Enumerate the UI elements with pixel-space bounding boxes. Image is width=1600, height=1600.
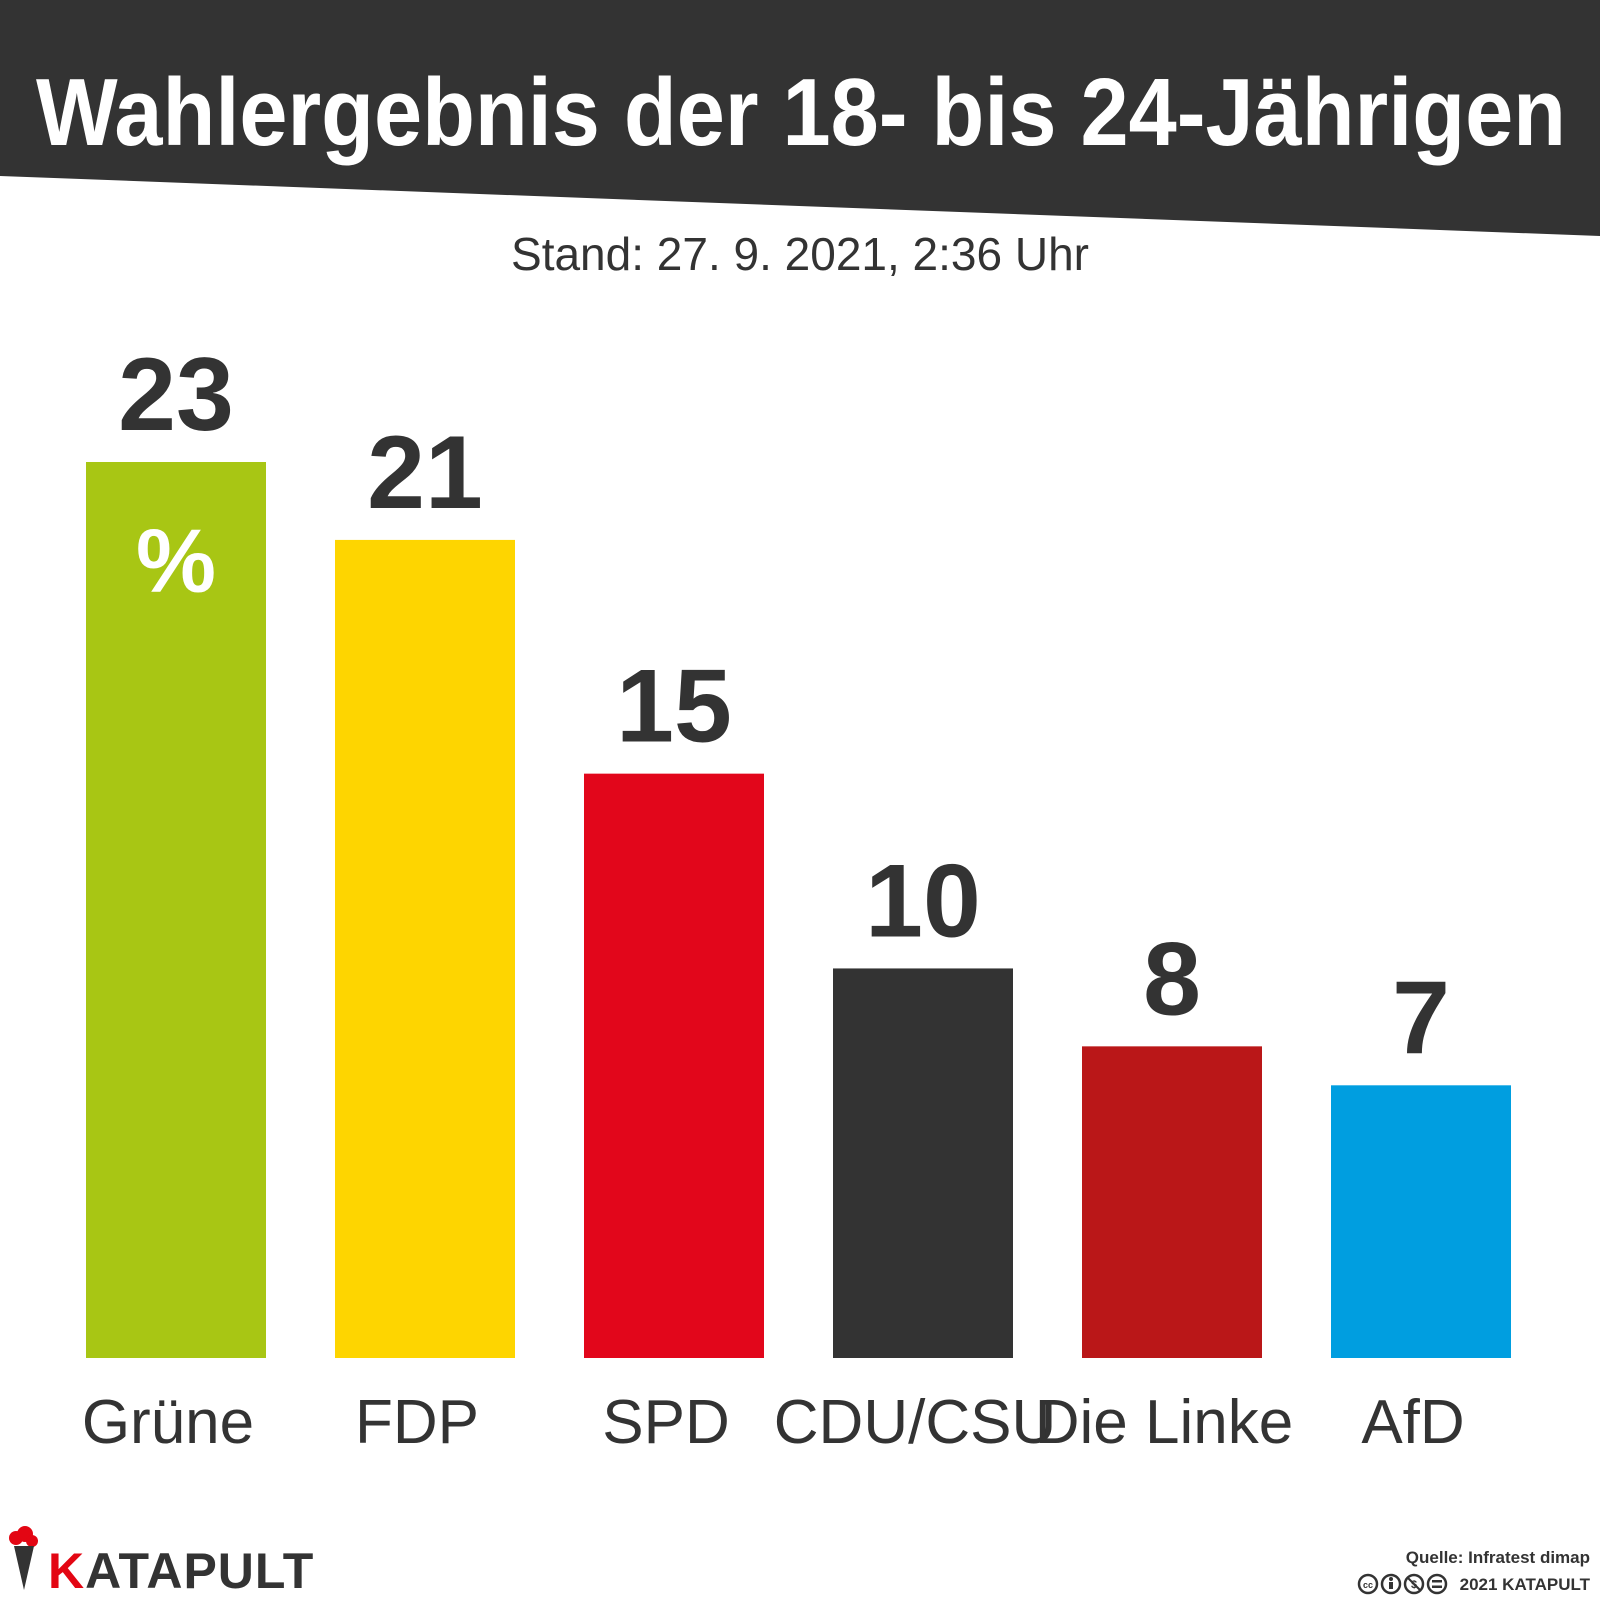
category-label: AfD [1361, 1388, 1464, 1457]
value-label: 21 [367, 415, 483, 531]
nc-icon: $ [1403, 1573, 1425, 1595]
value-label: 10 [865, 843, 981, 959]
bar-spd [584, 773, 764, 1358]
svg-text:cc: cc [1363, 1580, 1373, 1590]
chart-title: Wahlergebnis der 18- bis 24-Jährigen [36, 59, 1566, 166]
category-label: Grüne [82, 1388, 254, 1457]
source-text: Quelle: Infratest dimap [1406, 1548, 1590, 1567]
bar-gr-ne [86, 462, 266, 1358]
logo-icon [9, 1526, 38, 1590]
category-label: FDP [355, 1388, 479, 1457]
category-label: SPD [602, 1388, 729, 1457]
katapult-logo: KATAPULT [9, 1526, 314, 1599]
bar-cdu-csu [833, 968, 1013, 1358]
bar-afd [1331, 1085, 1511, 1358]
unit-label: % [136, 512, 216, 612]
value-label: 15 [616, 649, 732, 765]
logo-text: KATAPULT [48, 1543, 314, 1599]
bar-die-linke [1082, 1046, 1262, 1358]
by-icon [1380, 1573, 1402, 1595]
license-icons: cc $ [1357, 1573, 1448, 1595]
value-label: 7 [1392, 960, 1450, 1076]
copyright-text: 2021 KATAPULT [1460, 1575, 1591, 1594]
category-label: Die Linke [1035, 1388, 1293, 1457]
value-label: 23 [118, 337, 234, 453]
chart-subtitle: Stand: 27. 9. 2021, 2:36 Uhr [511, 228, 1089, 280]
category-label: CDU/CSU [774, 1388, 1056, 1457]
title-band [0, 0, 1600, 236]
cc-icon: cc [1357, 1573, 1379, 1595]
value-label: 8 [1143, 921, 1201, 1037]
nd-icon [1426, 1573, 1448, 1595]
bar-fdp [335, 539, 515, 1358]
bars: 23 Grüne 21 FDP 15 SPD 10 CDU/CSU 8 Die Linke 7 AfD [82, 337, 1511, 1457]
